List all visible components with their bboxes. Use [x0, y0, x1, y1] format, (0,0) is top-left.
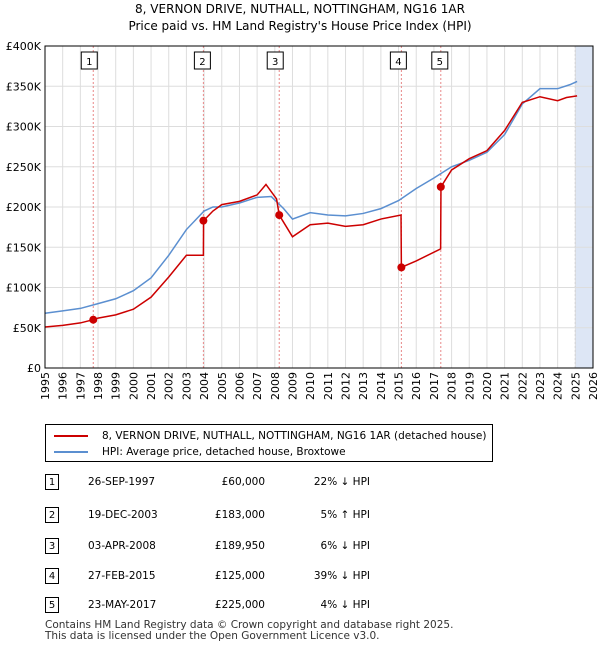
- sale-label-box: [431, 51, 449, 70]
- sale-label-number: 1: [86, 57, 92, 68]
- sale-point: [275, 211, 284, 220]
- sale-point: [89, 315, 98, 324]
- sale-date: 19-DEC-2003: [88, 509, 158, 521]
- x-tick-label: 2005: [216, 372, 229, 400]
- legend-label-property: 8, VERNON DRIVE, NUTHALL, NOTTINGHAM, NG…: [102, 430, 487, 442]
- sale-number: 2: [45, 507, 59, 523]
- footer-licence: This data is licensed under the Open Gov…: [45, 630, 380, 642]
- x-tick-label: 2012: [340, 372, 353, 400]
- footer: Contains HM Land Registry data © Crown c…: [45, 620, 453, 642]
- x-tick-label: 2003: [180, 372, 193, 400]
- sale-price: £125,000: [214, 570, 265, 582]
- table-row: 1 26-SEP-1997 £60,000 22% ↓ HPI: [0, 474, 600, 494]
- x-tick-label: 2016: [410, 372, 423, 400]
- x-tick-label: 1995: [39, 372, 52, 400]
- y-tick-label: £200K: [6, 201, 42, 214]
- x-tick-label: 2000: [127, 372, 140, 400]
- x-tick-label: 2026: [587, 372, 600, 400]
- chart-subtitle: Price paid vs. HM Land Registry's House …: [128, 19, 472, 33]
- x-tick-label: 2022: [516, 372, 529, 400]
- sale-price: £183,000: [214, 509, 265, 521]
- sale-number: 5: [45, 597, 59, 613]
- hpi-series-line: [44, 80, 578, 315]
- price-chart: 1 2 3 4 5 £0 £50K £100K £150K £200K £250K £300K £35…: [6, 40, 600, 400]
- sale-date: 27-FEB-2015: [88, 570, 156, 582]
- legend-item-hpi: HPI: Average price, detached house, Brox…: [54, 445, 346, 459]
- legend-swatch-hpi: [54, 451, 88, 453]
- property-series-line: [44, 95, 578, 328]
- y-tick-label: £250K: [6, 161, 42, 174]
- sale-hpi-diff: 39% ↓ HPI: [313, 570, 370, 582]
- sale-number: 4: [45, 568, 59, 584]
- x-tick-label: 2015: [393, 372, 406, 400]
- sale-label-number: 4: [395, 57, 401, 68]
- sale-price: £60,000: [221, 476, 265, 488]
- sale-label-number: 2: [199, 57, 205, 68]
- sale-hpi-diff: 6% ↓ HPI: [320, 540, 370, 552]
- x-tick-label: 1999: [110, 372, 123, 400]
- x-tick-label: 2014: [375, 372, 388, 400]
- sale-date: 26-SEP-1997: [88, 476, 156, 488]
- x-tick-label: 2008: [269, 372, 282, 400]
- sale-date: 03-APR-2008: [88, 540, 156, 552]
- x-tick-label: 2006: [233, 372, 246, 400]
- x-tick-label: 2025: [569, 372, 582, 400]
- table-row: 4 27-FEB-2015 £125,000 39% ↓ HPI: [0, 568, 600, 588]
- y-tick-label: £150K: [6, 241, 42, 254]
- chart-title-address: 8, VERNON DRIVE, NUTHALL, NOTTINGHAM, NG…: [135, 2, 465, 16]
- sale-price: £225,000: [214, 599, 265, 611]
- sale-price: £189,950: [214, 540, 265, 552]
- x-tick-label: 2018: [446, 372, 459, 400]
- x-tick-label: 2024: [552, 372, 565, 400]
- sale-label-number: 5: [437, 57, 443, 68]
- y-tick-label: £0: [27, 362, 41, 375]
- x-tick-label: 2021: [499, 372, 512, 400]
- sale-hpi-diff: 5% ↑ HPI: [320, 509, 370, 521]
- x-tick-label: 2013: [357, 372, 370, 400]
- x-tick-label: 2004: [198, 372, 211, 400]
- y-tick-label: £350K: [6, 80, 42, 93]
- x-tick-label: 1997: [74, 372, 87, 400]
- sale-label-box: [80, 51, 98, 70]
- x-tick-label: 2010: [304, 372, 317, 400]
- table-row: 3 03-APR-2008 £189,950 6% ↓ HPI: [0, 538, 600, 558]
- sale-point: [199, 216, 208, 225]
- sale-label-number: 3: [272, 57, 278, 68]
- x-tick-label: 2019: [463, 372, 476, 400]
- x-tick-label: 2020: [481, 372, 494, 400]
- sale-number: 3: [45, 538, 59, 554]
- legend-item-property: 8, VERNON DRIVE, NUTHALL, NOTTINGHAM, NG…: [54, 429, 486, 443]
- x-tick-label: 2009: [286, 372, 299, 400]
- plot-frame: [44, 45, 594, 369]
- sale-label-box: [266, 51, 284, 70]
- table-row: 5 23-MAY-2017 £225,000 4% ↓ HPI: [0, 597, 600, 617]
- legend: 8, VERNON DRIVE, NUTHALL, NOTTINGHAM, NG…: [45, 424, 493, 462]
- y-tick-label: £400K: [6, 40, 42, 53]
- x-tick-label: 2011: [322, 372, 335, 400]
- sale-point: [397, 263, 406, 272]
- y-tick-label: £100K: [6, 282, 42, 295]
- x-tick-label: 2007: [251, 372, 264, 400]
- y-tick-label: £300K: [6, 121, 42, 134]
- x-tick-label: 2002: [163, 372, 176, 400]
- legend-label-hpi: HPI: Average price, detached house, Brox…: [102, 446, 346, 458]
- x-tick-label: 2023: [534, 372, 547, 400]
- sale-label-box: [389, 51, 407, 70]
- footer-copyright: Contains HM Land Registry data © Crown c…: [45, 619, 454, 631]
- sale-label-box: [193, 51, 211, 70]
- sale-hpi-diff: 4% ↓ HPI: [320, 599, 370, 611]
- legend-swatch-property: [54, 435, 88, 437]
- y-tick-label: £50K: [13, 322, 42, 335]
- sale-hpi-diff: 22% ↓ HPI: [313, 476, 370, 488]
- table-row: 2 19-DEC-2003 £183,000 5% ↑ HPI: [0, 507, 600, 527]
- x-tick-label: 2017: [428, 372, 441, 400]
- x-tick-label: 2001: [145, 372, 158, 400]
- x-tick-label: 1998: [92, 372, 105, 400]
- sale-point: [436, 182, 445, 191]
- sale-date: 23-MAY-2017: [88, 599, 157, 611]
- x-tick-label: 1996: [57, 372, 70, 400]
- sale-number: 1: [45, 474, 59, 490]
